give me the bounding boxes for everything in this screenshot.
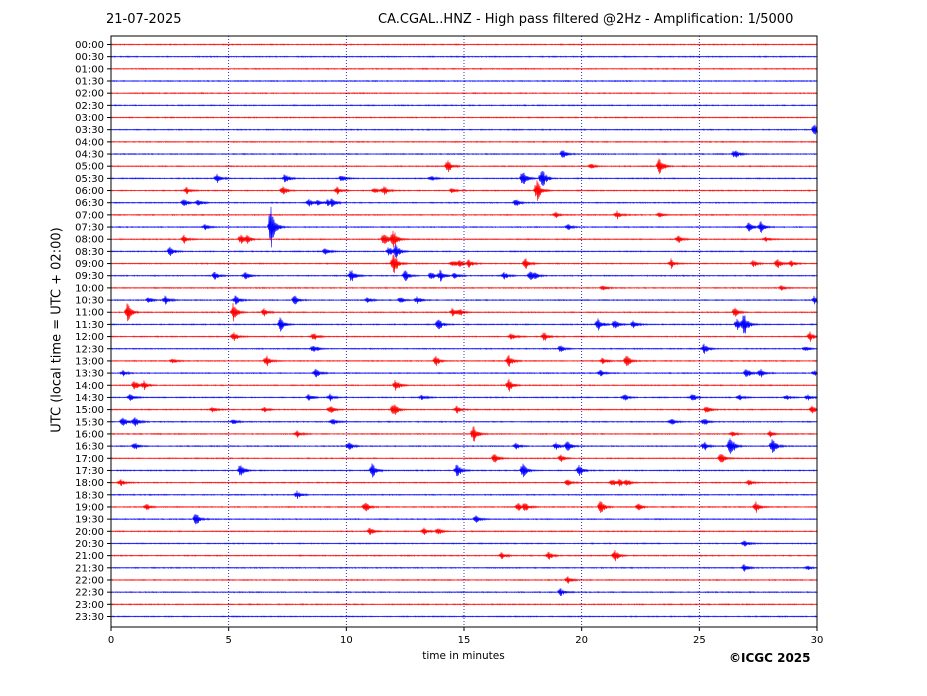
date-label: 21-07-2025 [106,12,182,27]
trace-row-0530 [110,170,818,186]
trace-row-1700 [110,454,818,463]
y-tick-label: 01:00 [75,64,104,75]
x-axis-label: time in minutes [0,650,927,662]
y-tick-label: 02:00 [75,89,104,100]
y-tick-label: 00:30 [75,52,104,63]
y-tick-label: 09:00 [75,259,104,270]
y-tick-label: 21:30 [75,563,104,574]
trace-row-0730 [110,206,818,248]
y-tick-label: 16:00 [75,429,104,440]
y-tick-label: 01:30 [75,77,104,88]
y-tick-label: 09:30 [75,271,104,282]
y-tick-label: 17:00 [75,454,104,465]
y-tick-label: 07:30 [75,223,104,234]
y-tick-label: 15:00 [75,405,104,416]
y-tick-label: 00:00 [75,40,104,51]
y-tick-label: 12:00 [75,332,104,343]
y-tick-label: 20:30 [75,539,104,550]
trace-row-0100 [110,67,818,71]
y-tick-label: 18:30 [75,490,104,501]
x-tick-label: 15 [458,635,471,646]
trace-row-0030 [110,55,818,58]
x-tick-label: 25 [693,635,706,646]
y-tick-label: 06:00 [75,186,104,197]
trace-row-1600 [110,426,818,442]
y-tick-label: 13:30 [75,369,104,380]
y-tick-label: 06:30 [75,198,104,209]
trace-row-0600 [110,180,818,201]
trace-row-1400 [110,378,818,392]
x-tick-label: 20 [575,635,588,646]
x-tick-label: 0 [108,635,114,646]
trace-row-2330 [110,615,818,618]
y-tick-label: 04:30 [75,150,104,161]
y-tick-label: 03:30 [75,125,104,136]
trace-row-0930 [110,269,818,282]
y-tick-label: 13:00 [75,356,104,367]
y-tick-label: 11:00 [75,308,104,319]
trace-row-1830 [110,490,818,500]
trace-row-0800 [110,230,818,248]
y-tick-label: 22:00 [75,575,104,586]
trace-row-1730 [110,463,818,478]
y-tick-label: 05:00 [75,162,104,173]
trace-row-1800 [110,478,818,487]
y-tick-label: 14:00 [75,381,104,392]
y-tick-label: 11:30 [75,320,104,331]
y-tick-label: 04:00 [75,137,104,148]
plot-frame [110,35,818,628]
trace-row-1630 [110,438,818,454]
y-tick-label: 10:00 [75,283,104,294]
trace-row-0900 [110,253,818,274]
y-tick-label: 18:00 [75,478,104,489]
chart-title: CA.CGAL..HNZ - High pass filtered @2Hz -… [378,12,794,27]
y-tick-label: 20:00 [75,527,104,538]
y-tick-label: 16:30 [75,442,104,453]
trace-row-1530 [110,417,818,427]
x-tick-label: 10 [340,635,353,646]
y-tick-label: 23:00 [75,600,104,611]
x-tick-label: 5 [225,635,231,646]
trace-row-0700 [110,210,818,220]
y-tick-label: 14:30 [75,393,104,404]
y-tick-label: 19:00 [75,502,104,513]
y-tick-label: 23:30 [75,612,104,623]
y-tick-label: 08:00 [75,235,104,246]
y-tick-label: 15:30 [75,417,104,428]
y-tick-label: 19:30 [75,515,104,526]
trace-row-0830 [110,244,818,259]
x-axis-ticks: 0 5 10 15 20 25 30 [108,627,824,646]
trace-row-0000 [110,43,818,46]
y-tick-label: 22:30 [75,588,104,599]
y-tick-label: 21:00 [75,551,104,562]
y-tick-label: 05:30 [75,174,104,185]
y-tick-label: 17:30 [75,466,104,477]
trace-row-1430 [110,393,818,402]
y-tick-label: 12:30 [75,344,104,355]
y-tick-label: 07:00 [75,210,104,221]
y-tick-label: 02:30 [75,101,104,112]
trace-row-1500 [110,404,818,415]
y-tick-label: 10:30 [75,296,104,307]
x-axis-label-text: time in minutes [422,650,505,662]
trace-row-0630 [110,198,818,207]
y-tick-label: 08:30 [75,247,104,258]
trace-row-1330 [110,368,818,378]
x-tick-label: 30 [811,635,824,646]
trace-row-1900 [110,501,818,513]
copyright-label: ©ICGC 2025 [729,651,811,665]
y-axis-label: UTC (local time = UTC + 02:00) [49,227,65,433]
y-tick-label: 03:00 [75,113,104,124]
grid-lines [228,36,700,627]
